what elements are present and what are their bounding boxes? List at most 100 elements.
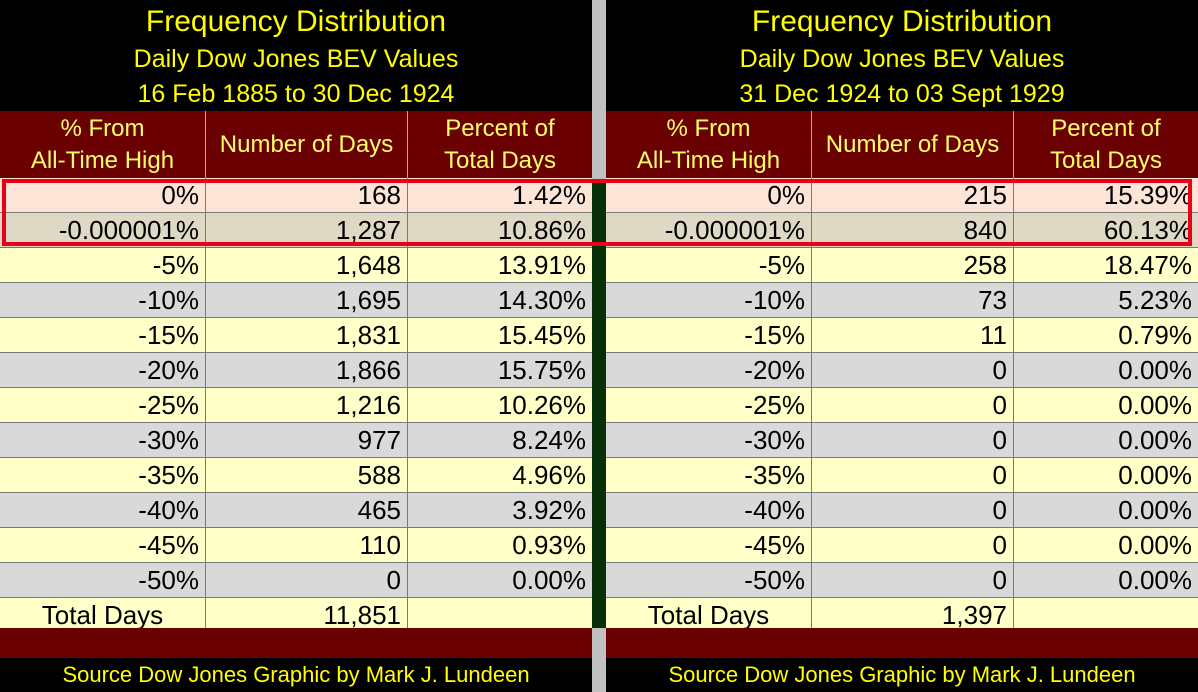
- table-row: -45% 0 0.00%: [606, 528, 1198, 563]
- cell-pct-from-high: -45%: [0, 528, 206, 562]
- cell-pct-from-high: -20%: [606, 353, 812, 387]
- cell-number-of-days: 0: [812, 353, 1014, 387]
- table-row: -35% 588 4.96%: [0, 458, 592, 493]
- cell-pct-from-high: -15%: [606, 318, 812, 352]
- cell-number-of-days: 588: [206, 458, 408, 492]
- panel-title: Frequency Distribution: [751, 5, 1053, 38]
- cell-pct-from-high: 0%: [606, 178, 812, 212]
- cell-number-of-days: 0: [812, 458, 1014, 492]
- table-row: -25% 0 0.00%: [606, 388, 1198, 423]
- column-header-number-of-days: Number of Days: [812, 111, 1014, 178]
- table-row: -20% 0 0.00%: [606, 353, 1198, 388]
- cell-percent-of-total: 0.00%: [1118, 460, 1192, 490]
- table-row: 0% 215 15.39%: [606, 178, 1198, 213]
- cell-pct-from-high: -45%: [606, 528, 812, 562]
- total-value: 11,851: [206, 598, 408, 632]
- cell-number-of-days: 0: [812, 563, 1014, 597]
- column-header-pct-from-high: % From All-Time High: [0, 111, 206, 178]
- table-row: -0.000001% 840 60.13%: [606, 213, 1198, 248]
- cell-percent-of-total: 8.24%: [512, 425, 586, 455]
- total-empty-cell: [408, 598, 592, 632]
- table-row: -10% 1,695 14.30%: [0, 283, 592, 318]
- table-row: -50% 0 0.00%: [0, 563, 592, 598]
- table-panel-left: Frequency Distribution Daily Dow Jones B…: [0, 0, 592, 692]
- table-body: 0% 215 15.39% -0.000001% 840 60.13% -5% 258 18.4…: [606, 178, 1198, 633]
- table-row: -35% 0 0.00%: [606, 458, 1198, 493]
- cell-percent-of-total: 18.47%: [1103, 250, 1192, 280]
- table-row: -20% 1,866 15.75%: [0, 353, 592, 388]
- cell-percent-of-total: 60.13%: [1103, 215, 1192, 245]
- source-credit: Source Dow Jones Graphic by Mark J. Lund…: [62, 662, 530, 687]
- cell-pct-from-high: -25%: [0, 388, 206, 422]
- cell-number-of-days: 1,695: [206, 283, 408, 317]
- cell-percent-of-total: 15.45%: [497, 320, 586, 350]
- cell-number-of-days: 1,866: [206, 353, 408, 387]
- table-body: 0% 168 1.42% -0.000001% 1,287 10.86% -5% 1,648 1…: [0, 178, 592, 633]
- panel-subtitle: Daily Dow Jones BEV Values: [739, 45, 1065, 73]
- cell-pct-from-high: -5%: [0, 248, 206, 282]
- cell-pct-from-high: -50%: [0, 563, 206, 597]
- cell-pct-from-high: -10%: [606, 283, 812, 317]
- cell-pct-from-high: -10%: [0, 283, 206, 317]
- footer-bar: [0, 628, 592, 658]
- footer-bar: [606, 628, 1198, 658]
- total-value: 1,397: [812, 598, 1014, 632]
- cell-pct-from-high: -40%: [0, 493, 206, 527]
- cell-pct-from-high: -35%: [606, 458, 812, 492]
- cell-pct-from-high: -50%: [606, 563, 812, 597]
- source-credit: Source Dow Jones Graphic by Mark J. Lund…: [668, 662, 1136, 687]
- cell-number-of-days: 977: [206, 423, 408, 457]
- cell-percent-of-total: 10.86%: [497, 215, 586, 245]
- total-label: Total Days: [606, 598, 812, 632]
- total-row: Total Days 1,397: [606, 598, 1198, 633]
- panel-date-range: 31 Dec 1924 to 03 Sept 1929: [739, 80, 1065, 108]
- table-row: -40% 0 0.00%: [606, 493, 1198, 528]
- panel-title: Frequency Distribution: [145, 5, 447, 38]
- table-row: -5% 1,648 13.91%: [0, 248, 592, 283]
- cell-percent-of-total: 4.96%: [512, 460, 586, 490]
- cell-percent-of-total: 0.00%: [1118, 355, 1192, 385]
- column-header-pct-from-high: % From All-Time High: [606, 111, 812, 178]
- cell-number-of-days: 1,287: [206, 213, 408, 247]
- cell-percent-of-total: 0.93%: [512, 530, 586, 560]
- cell-pct-from-high: -0.000001%: [0, 213, 206, 247]
- total-empty-cell: [1014, 598, 1198, 632]
- table-row: 0% 168 1.42%: [0, 178, 592, 213]
- table-row: -10% 73 5.23%: [606, 283, 1198, 318]
- cell-pct-from-high: 0%: [0, 178, 206, 212]
- cell-pct-from-high: -30%: [0, 423, 206, 457]
- total-row: Total Days 11,851: [0, 598, 592, 633]
- cell-number-of-days: 1,648: [206, 248, 408, 282]
- cell-percent-of-total: 0.00%: [1118, 495, 1192, 525]
- table-footer: Source Dow Jones Graphic by Mark J. Lund…: [0, 628, 592, 692]
- cell-pct-from-high: -25%: [606, 388, 812, 422]
- cell-percent-of-total: 0.00%: [1118, 425, 1192, 455]
- cell-percent-of-total: 0.79%: [1118, 320, 1192, 350]
- table-row: -0.000001% 1,287 10.86%: [0, 213, 592, 248]
- cell-pct-from-high: -30%: [606, 423, 812, 457]
- cell-percent-of-total: 1.42%: [512, 180, 586, 210]
- cell-number-of-days: 0: [812, 528, 1014, 562]
- table-footer: Source Dow Jones Graphic by Mark J. Lund…: [606, 628, 1198, 692]
- cell-pct-from-high: -5%: [606, 248, 812, 282]
- column-header-percent-of-total: Percent of Total Days: [443, 114, 557, 174]
- cell-number-of-days: 215: [812, 178, 1014, 212]
- table-row: -50% 0 0.00%: [606, 563, 1198, 598]
- cell-number-of-days: 73: [812, 283, 1014, 317]
- table-row: -25% 1,216 10.26%: [0, 388, 592, 423]
- cell-percent-of-total: 0.00%: [1118, 565, 1192, 595]
- cell-number-of-days: 840: [812, 213, 1014, 247]
- cell-number-of-days: 0: [812, 493, 1014, 527]
- cell-percent-of-total: 5.23%: [1118, 285, 1192, 315]
- cell-number-of-days: 0: [812, 423, 1014, 457]
- panel-date-range: 16 Feb 1885 to 30 Dec 1924: [137, 80, 455, 108]
- cell-pct-from-high: -15%: [0, 318, 206, 352]
- table-row: -30% 977 8.24%: [0, 423, 592, 458]
- cell-pct-from-high: -0.000001%: [606, 213, 812, 247]
- cell-number-of-days: 0: [206, 563, 408, 597]
- table-row: -5% 258 18.47%: [606, 248, 1198, 283]
- column-header-percent-of-total: Percent of Total Days: [1049, 114, 1163, 174]
- cell-pct-from-high: -35%: [0, 458, 206, 492]
- table-header: % From All-Time High Number of Days Perce…: [606, 111, 1198, 178]
- table-row: -40% 465 3.92%: [0, 493, 592, 528]
